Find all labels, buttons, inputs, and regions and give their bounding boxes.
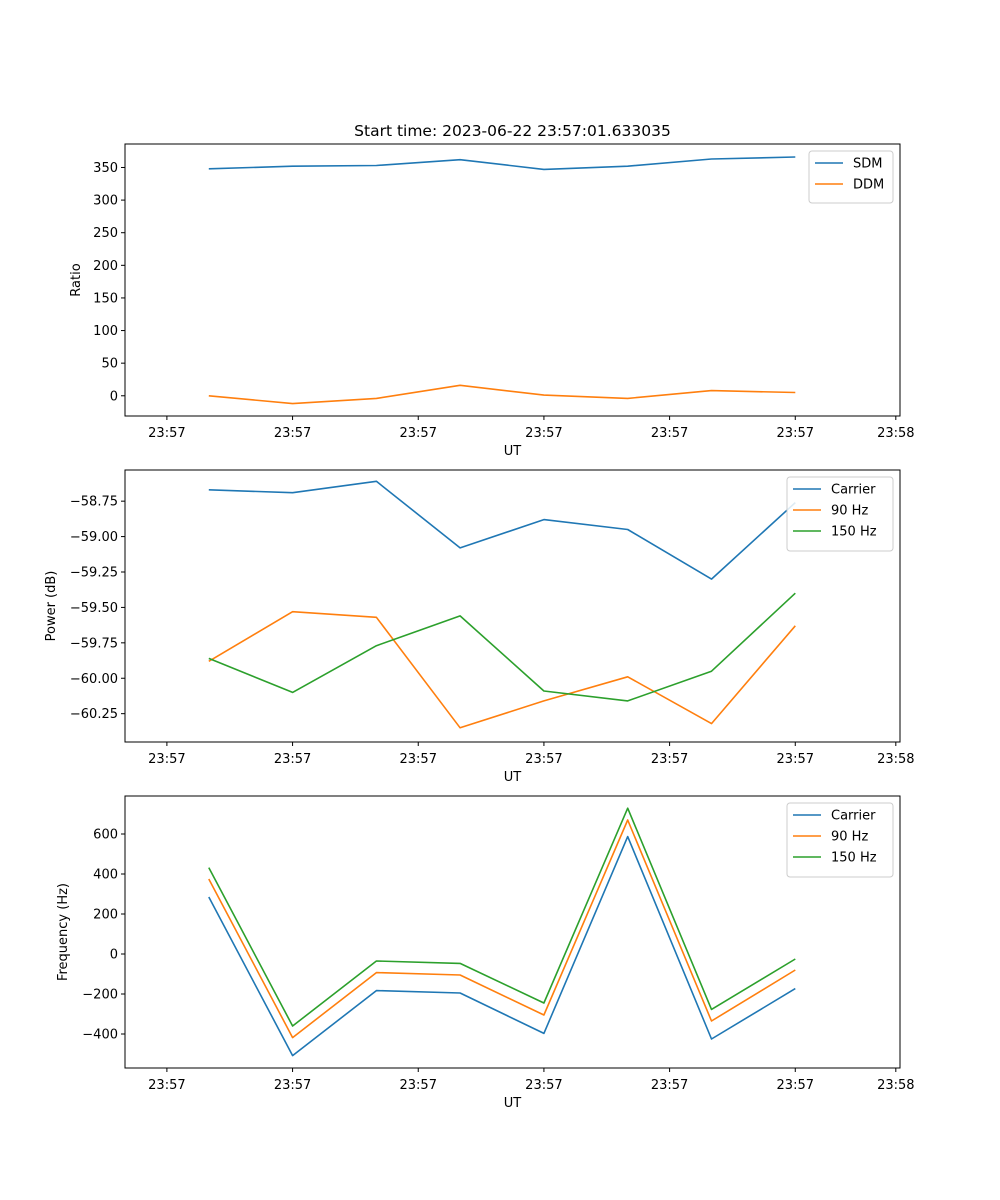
panel-3-y-axis-label: Frequency (Hz)	[56, 883, 71, 981]
panel-3-legend-entry: Carrier	[831, 809, 876, 824]
panel-2-y-axis-label: Power (dB)	[44, 571, 59, 642]
panel-1-y-tick-label: 300	[93, 194, 118, 209]
panel-2-y-tick-label: −60.00	[70, 672, 118, 687]
panel-2-legend-box	[786, 476, 894, 552]
panel-2-y-tick-label: −59.25	[70, 566, 118, 581]
panel-1-y-tick-label: 250	[93, 226, 118, 241]
chart-title: Start time: 2023-06-22 23:57:01.633035	[354, 122, 671, 140]
panel-3-x-tick-label: 23:57	[148, 1078, 185, 1093]
panel-2-y-tick-label: −59.75	[70, 636, 118, 651]
panel-1-legend-entry: SDM	[853, 157, 882, 172]
panel-2-x-axis-label: UT	[504, 770, 522, 785]
panel-3-y-tick-label: 600	[93, 828, 118, 843]
panel-3-x-tick-label: 23:57	[777, 1078, 814, 1093]
panel-1-y-axis-label: Ratio	[69, 263, 84, 296]
panel-2-series-carrier-line	[208, 480, 796, 580]
panel-3-series-carrier-line	[208, 835, 796, 1057]
panel-1-x-tick-label: 23:57	[274, 426, 311, 441]
panel-3-legend-entry: 150 Hz	[831, 851, 877, 866]
panel-2-x-tick-label: 23:57	[400, 752, 437, 767]
panel-1-series-ddm-line	[208, 384, 796, 405]
panel-3-y-tick-label: 0	[110, 948, 118, 963]
panel-2-x-tick-label: 23:57	[274, 752, 311, 767]
panel-3-x-tick-label: 23:57	[274, 1078, 311, 1093]
panel-1-x-tick-label: 23:57	[651, 426, 688, 441]
panel-2-legend-entry: Carrier	[831, 483, 876, 498]
panel-1-y-tick-label: 150	[93, 291, 118, 306]
panel-1-axes-frame	[124, 143, 901, 417]
panel-1-y-tick-label: 0	[110, 389, 118, 404]
panel-3-axes-frame	[124, 795, 901, 1069]
panel-3-legend-entry: 90 Hz	[831, 830, 868, 845]
panel-1-x-tick-label: 23:57	[400, 426, 437, 441]
panel-1-y-tick-label: 350	[93, 161, 118, 176]
panel-3-y-tick-label: 400	[93, 868, 118, 883]
panel-3-x-tick-label: 23:58	[877, 1078, 914, 1093]
panel-3-legend-box	[786, 802, 894, 878]
panel-1-series-sdm-line	[208, 156, 796, 171]
panel-1-legend-entry: DDM	[853, 178, 884, 193]
panel-1-x-tick-label: 23:58	[877, 426, 914, 441]
panel-1-legend-box	[808, 150, 894, 204]
panel-3-x-axis-label: UT	[504, 1096, 522, 1111]
panel-1-x-tick-label: 23:57	[777, 426, 814, 441]
panel-2-y-tick-label: −59.00	[70, 530, 118, 545]
panel-2-x-tick-label: 23:57	[651, 752, 688, 767]
panel-3-y-tick-label: −400	[82, 1028, 118, 1043]
panel-3-series-150-hz-line	[208, 807, 796, 1027]
panel-2-y-tick-label: −60.25	[70, 707, 118, 722]
panel-1-y-tick-label: 100	[93, 324, 118, 339]
panel-3-x-tick-label: 23:57	[651, 1078, 688, 1093]
panel-1-x-tick-label: 23:57	[525, 426, 562, 441]
panel-2-series-150-hz-line	[208, 592, 796, 702]
panel-2-legend-entry: 90 Hz	[831, 504, 868, 519]
panel-2-series-90-hz-line	[208, 610, 796, 729]
panel-2-legend-entry: 150 Hz	[831, 525, 877, 540]
panel-1-y-tick-label: 200	[93, 259, 118, 274]
panel-2-axes-frame	[124, 469, 901, 743]
panel-1-x-axis-label: UT	[504, 444, 522, 459]
panel-2-y-tick-label: −59.50	[70, 601, 118, 616]
panel-3-x-tick-label: 23:57	[525, 1078, 562, 1093]
panel-3-series-90-hz-line	[208, 819, 796, 1039]
panel-1-x-tick-label: 23:57	[148, 426, 185, 441]
panel-2-x-tick-label: 23:57	[525, 752, 562, 767]
panel-1-y-tick-label: 50	[101, 357, 118, 372]
panel-2-x-tick-label: 23:57	[148, 752, 185, 767]
panel-2-y-tick-label: −58.75	[70, 495, 118, 510]
panel-3-y-tick-label: −200	[82, 988, 118, 1003]
panel-2-x-tick-label: 23:58	[877, 752, 914, 767]
panel-2-x-tick-label: 23:57	[777, 752, 814, 767]
panel-3-x-tick-label: 23:57	[400, 1078, 437, 1093]
panel-3-y-tick-label: 200	[93, 908, 118, 923]
